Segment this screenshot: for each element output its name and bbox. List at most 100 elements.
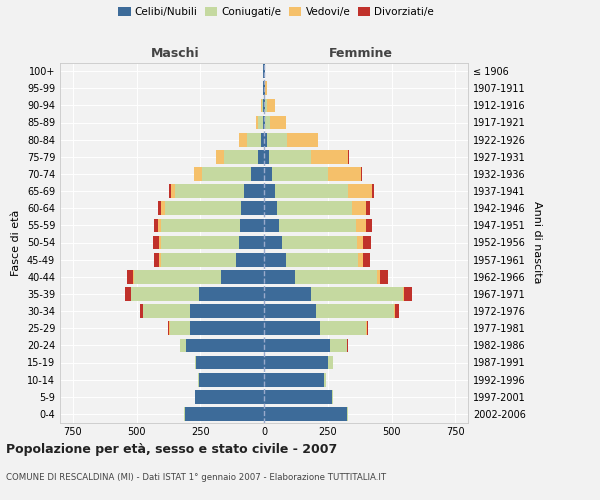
- Bar: [328, 167, 361, 181]
- Bar: [395, 304, 399, 318]
- Text: COMUNE DI RESCALDINA (MI) - Dati ISTAT 1° gennaio 2007 - Elaborazione TUTTITALIA: COMUNE DI RESCALDINA (MI) - Dati ISTAT 1…: [6, 472, 386, 482]
- Bar: [262, 133, 264, 146]
- Bar: [363, 253, 370, 266]
- Bar: [158, 202, 161, 215]
- Bar: [198, 373, 199, 386]
- Bar: [366, 218, 373, 232]
- Bar: [264, 150, 269, 164]
- Bar: [264, 407, 347, 421]
- Bar: [170, 322, 190, 335]
- Bar: [361, 167, 362, 181]
- Bar: [264, 98, 265, 112]
- Bar: [356, 218, 366, 232]
- Bar: [275, 184, 348, 198]
- Bar: [239, 133, 247, 146]
- Text: Maschi: Maschi: [151, 47, 199, 60]
- Bar: [272, 167, 328, 181]
- Bar: [316, 304, 394, 318]
- Bar: [403, 287, 404, 301]
- Bar: [264, 304, 316, 318]
- Bar: [269, 150, 311, 164]
- Bar: [161, 218, 240, 232]
- Bar: [190, 304, 264, 318]
- Bar: [160, 253, 161, 266]
- Bar: [133, 270, 134, 283]
- Bar: [195, 390, 264, 404]
- Bar: [196, 356, 264, 370]
- Bar: [328, 356, 333, 370]
- Bar: [251, 167, 264, 181]
- Bar: [367, 322, 368, 335]
- Bar: [295, 270, 377, 283]
- Bar: [311, 150, 348, 164]
- Bar: [161, 236, 239, 250]
- Bar: [194, 167, 202, 181]
- Bar: [380, 270, 388, 283]
- Y-axis label: Anni di nascita: Anni di nascita: [532, 201, 542, 284]
- Bar: [348, 150, 349, 164]
- Bar: [311, 287, 403, 301]
- Bar: [199, 287, 264, 301]
- Bar: [221, 270, 264, 283]
- Bar: [169, 184, 171, 198]
- Bar: [143, 304, 190, 318]
- Bar: [264, 287, 311, 301]
- Bar: [240, 218, 264, 232]
- Bar: [241, 202, 264, 215]
- Bar: [377, 270, 380, 283]
- Bar: [358, 253, 363, 266]
- Bar: [202, 167, 251, 181]
- Bar: [348, 184, 373, 198]
- Bar: [366, 202, 370, 215]
- Bar: [125, 287, 131, 301]
- Bar: [324, 373, 326, 386]
- Bar: [261, 98, 262, 112]
- Bar: [331, 338, 347, 352]
- Bar: [215, 150, 224, 164]
- Bar: [199, 373, 264, 386]
- Bar: [264, 236, 282, 250]
- Bar: [264, 356, 328, 370]
- Bar: [239, 236, 264, 250]
- Bar: [127, 270, 133, 283]
- Bar: [287, 133, 317, 146]
- Bar: [154, 253, 160, 266]
- Legend: Celibi/Nubili, Coniugati/e, Vedovi/e, Divorziati/e: Celibi/Nubili, Coniugati/e, Vedovi/e, Di…: [116, 5, 436, 20]
- Bar: [262, 98, 263, 112]
- Bar: [364, 236, 371, 250]
- Bar: [264, 253, 286, 266]
- Bar: [195, 356, 196, 370]
- Bar: [258, 116, 263, 130]
- Bar: [153, 236, 158, 250]
- Bar: [265, 116, 271, 130]
- Bar: [257, 150, 264, 164]
- Bar: [352, 202, 366, 215]
- Bar: [247, 133, 262, 146]
- Bar: [266, 133, 287, 146]
- Bar: [263, 116, 264, 130]
- Bar: [320, 322, 366, 335]
- Bar: [171, 184, 175, 198]
- Bar: [404, 287, 412, 301]
- Bar: [280, 218, 356, 232]
- Bar: [271, 116, 286, 130]
- Bar: [154, 218, 158, 232]
- Bar: [277, 202, 352, 215]
- Bar: [268, 98, 275, 112]
- Bar: [185, 407, 264, 421]
- Bar: [265, 82, 266, 95]
- Bar: [256, 116, 258, 130]
- Bar: [357, 236, 364, 250]
- Y-axis label: Fasce di età: Fasce di età: [11, 210, 21, 276]
- Bar: [264, 338, 331, 352]
- Bar: [131, 287, 199, 301]
- Bar: [286, 253, 358, 266]
- Bar: [264, 270, 295, 283]
- Text: Femmine: Femmine: [329, 47, 393, 60]
- Bar: [190, 322, 264, 335]
- Bar: [264, 82, 265, 95]
- Bar: [168, 322, 169, 335]
- Bar: [158, 236, 161, 250]
- Bar: [264, 218, 280, 232]
- Bar: [244, 184, 264, 198]
